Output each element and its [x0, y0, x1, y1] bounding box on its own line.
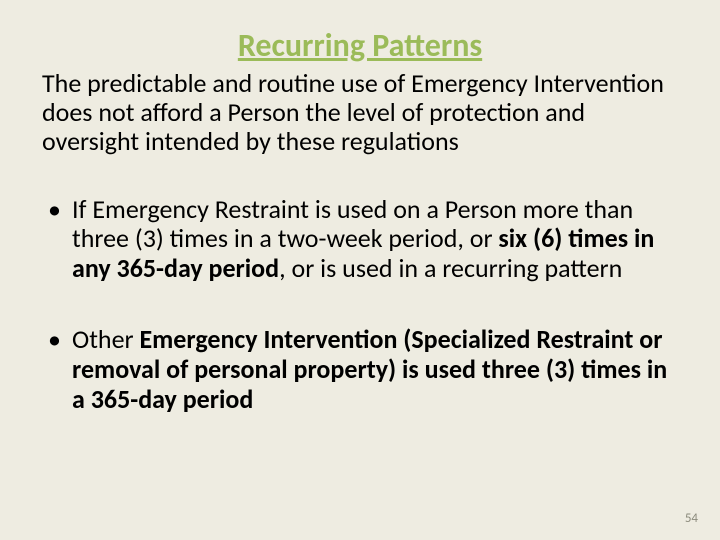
intro-paragraph: The predictable and routine use of Emerg… — [42, 69, 678, 156]
slide-title: Recurring Patterns — [42, 28, 678, 63]
list-item: If Emergency Restraint is used on a Pers… — [72, 195, 678, 284]
slide: Recurring Patterns The predictable and r… — [0, 0, 720, 540]
list-item: Other Emergency Intervention (Specialize… — [72, 325, 678, 414]
bullet-list: If Emergency Restraint is used on a Pers… — [42, 195, 678, 415]
page-number: 54 — [685, 511, 698, 526]
